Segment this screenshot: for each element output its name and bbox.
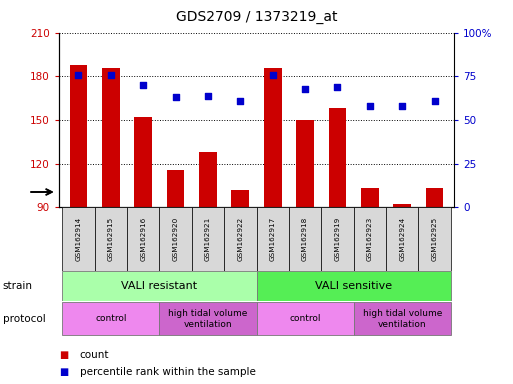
Point xyxy=(139,82,147,88)
Bar xyxy=(102,68,120,207)
Point xyxy=(269,71,277,78)
Bar xyxy=(256,302,353,335)
Bar xyxy=(199,152,217,207)
Bar xyxy=(62,271,256,301)
Text: control: control xyxy=(95,314,127,323)
Text: GSM162919: GSM162919 xyxy=(334,217,341,261)
Text: GSM162915: GSM162915 xyxy=(108,217,114,261)
Text: count: count xyxy=(80,350,109,360)
Text: GSM162923: GSM162923 xyxy=(367,217,373,261)
Text: GSM162924: GSM162924 xyxy=(399,217,405,261)
Bar xyxy=(256,207,289,271)
Bar xyxy=(419,207,451,271)
Text: strain: strain xyxy=(3,281,32,291)
Text: control: control xyxy=(289,314,321,323)
Bar xyxy=(94,207,127,271)
Point xyxy=(301,86,309,92)
Bar xyxy=(328,108,346,207)
Text: VALI resistant: VALI resistant xyxy=(121,281,198,291)
Bar xyxy=(70,65,87,207)
Text: GSM162914: GSM162914 xyxy=(75,217,82,261)
Bar xyxy=(353,302,451,335)
Point xyxy=(333,84,342,90)
Text: VALI sensitive: VALI sensitive xyxy=(315,281,392,291)
Point xyxy=(74,71,83,78)
Bar xyxy=(62,302,160,335)
Bar xyxy=(296,120,314,207)
Text: protocol: protocol xyxy=(3,314,45,324)
Bar xyxy=(192,207,224,271)
Bar xyxy=(167,169,185,207)
Bar xyxy=(134,117,152,207)
Text: percentile rank within the sample: percentile rank within the sample xyxy=(80,367,255,377)
Bar xyxy=(231,190,249,207)
Bar xyxy=(321,207,353,271)
Point xyxy=(430,98,439,104)
Text: GSM162922: GSM162922 xyxy=(238,217,243,261)
Bar xyxy=(353,207,386,271)
Bar xyxy=(160,207,192,271)
Text: GSM162925: GSM162925 xyxy=(431,217,438,261)
Point xyxy=(171,94,180,100)
Bar xyxy=(256,271,451,301)
Text: GSM162921: GSM162921 xyxy=(205,217,211,261)
Text: ■: ■ xyxy=(59,367,68,377)
Point xyxy=(204,93,212,99)
Bar xyxy=(361,189,379,207)
Text: high tidal volume
ventilation: high tidal volume ventilation xyxy=(168,309,248,329)
Bar xyxy=(62,207,94,271)
Text: GDS2709 / 1373219_at: GDS2709 / 1373219_at xyxy=(176,10,337,23)
Point xyxy=(398,103,406,109)
Text: GSM162916: GSM162916 xyxy=(140,217,146,261)
Bar xyxy=(264,68,282,207)
Text: GSM162918: GSM162918 xyxy=(302,217,308,261)
Bar xyxy=(289,207,321,271)
Bar xyxy=(127,207,160,271)
Bar xyxy=(386,207,419,271)
Bar xyxy=(160,302,256,335)
Bar xyxy=(393,204,411,207)
Text: high tidal volume
ventilation: high tidal volume ventilation xyxy=(363,309,442,329)
Point xyxy=(236,98,244,104)
Text: GSM162917: GSM162917 xyxy=(270,217,275,261)
Text: ■: ■ xyxy=(59,350,68,360)
Point xyxy=(366,103,374,109)
Text: GSM162920: GSM162920 xyxy=(172,217,179,261)
Bar xyxy=(426,189,443,207)
Point xyxy=(107,71,115,78)
Bar xyxy=(224,207,256,271)
